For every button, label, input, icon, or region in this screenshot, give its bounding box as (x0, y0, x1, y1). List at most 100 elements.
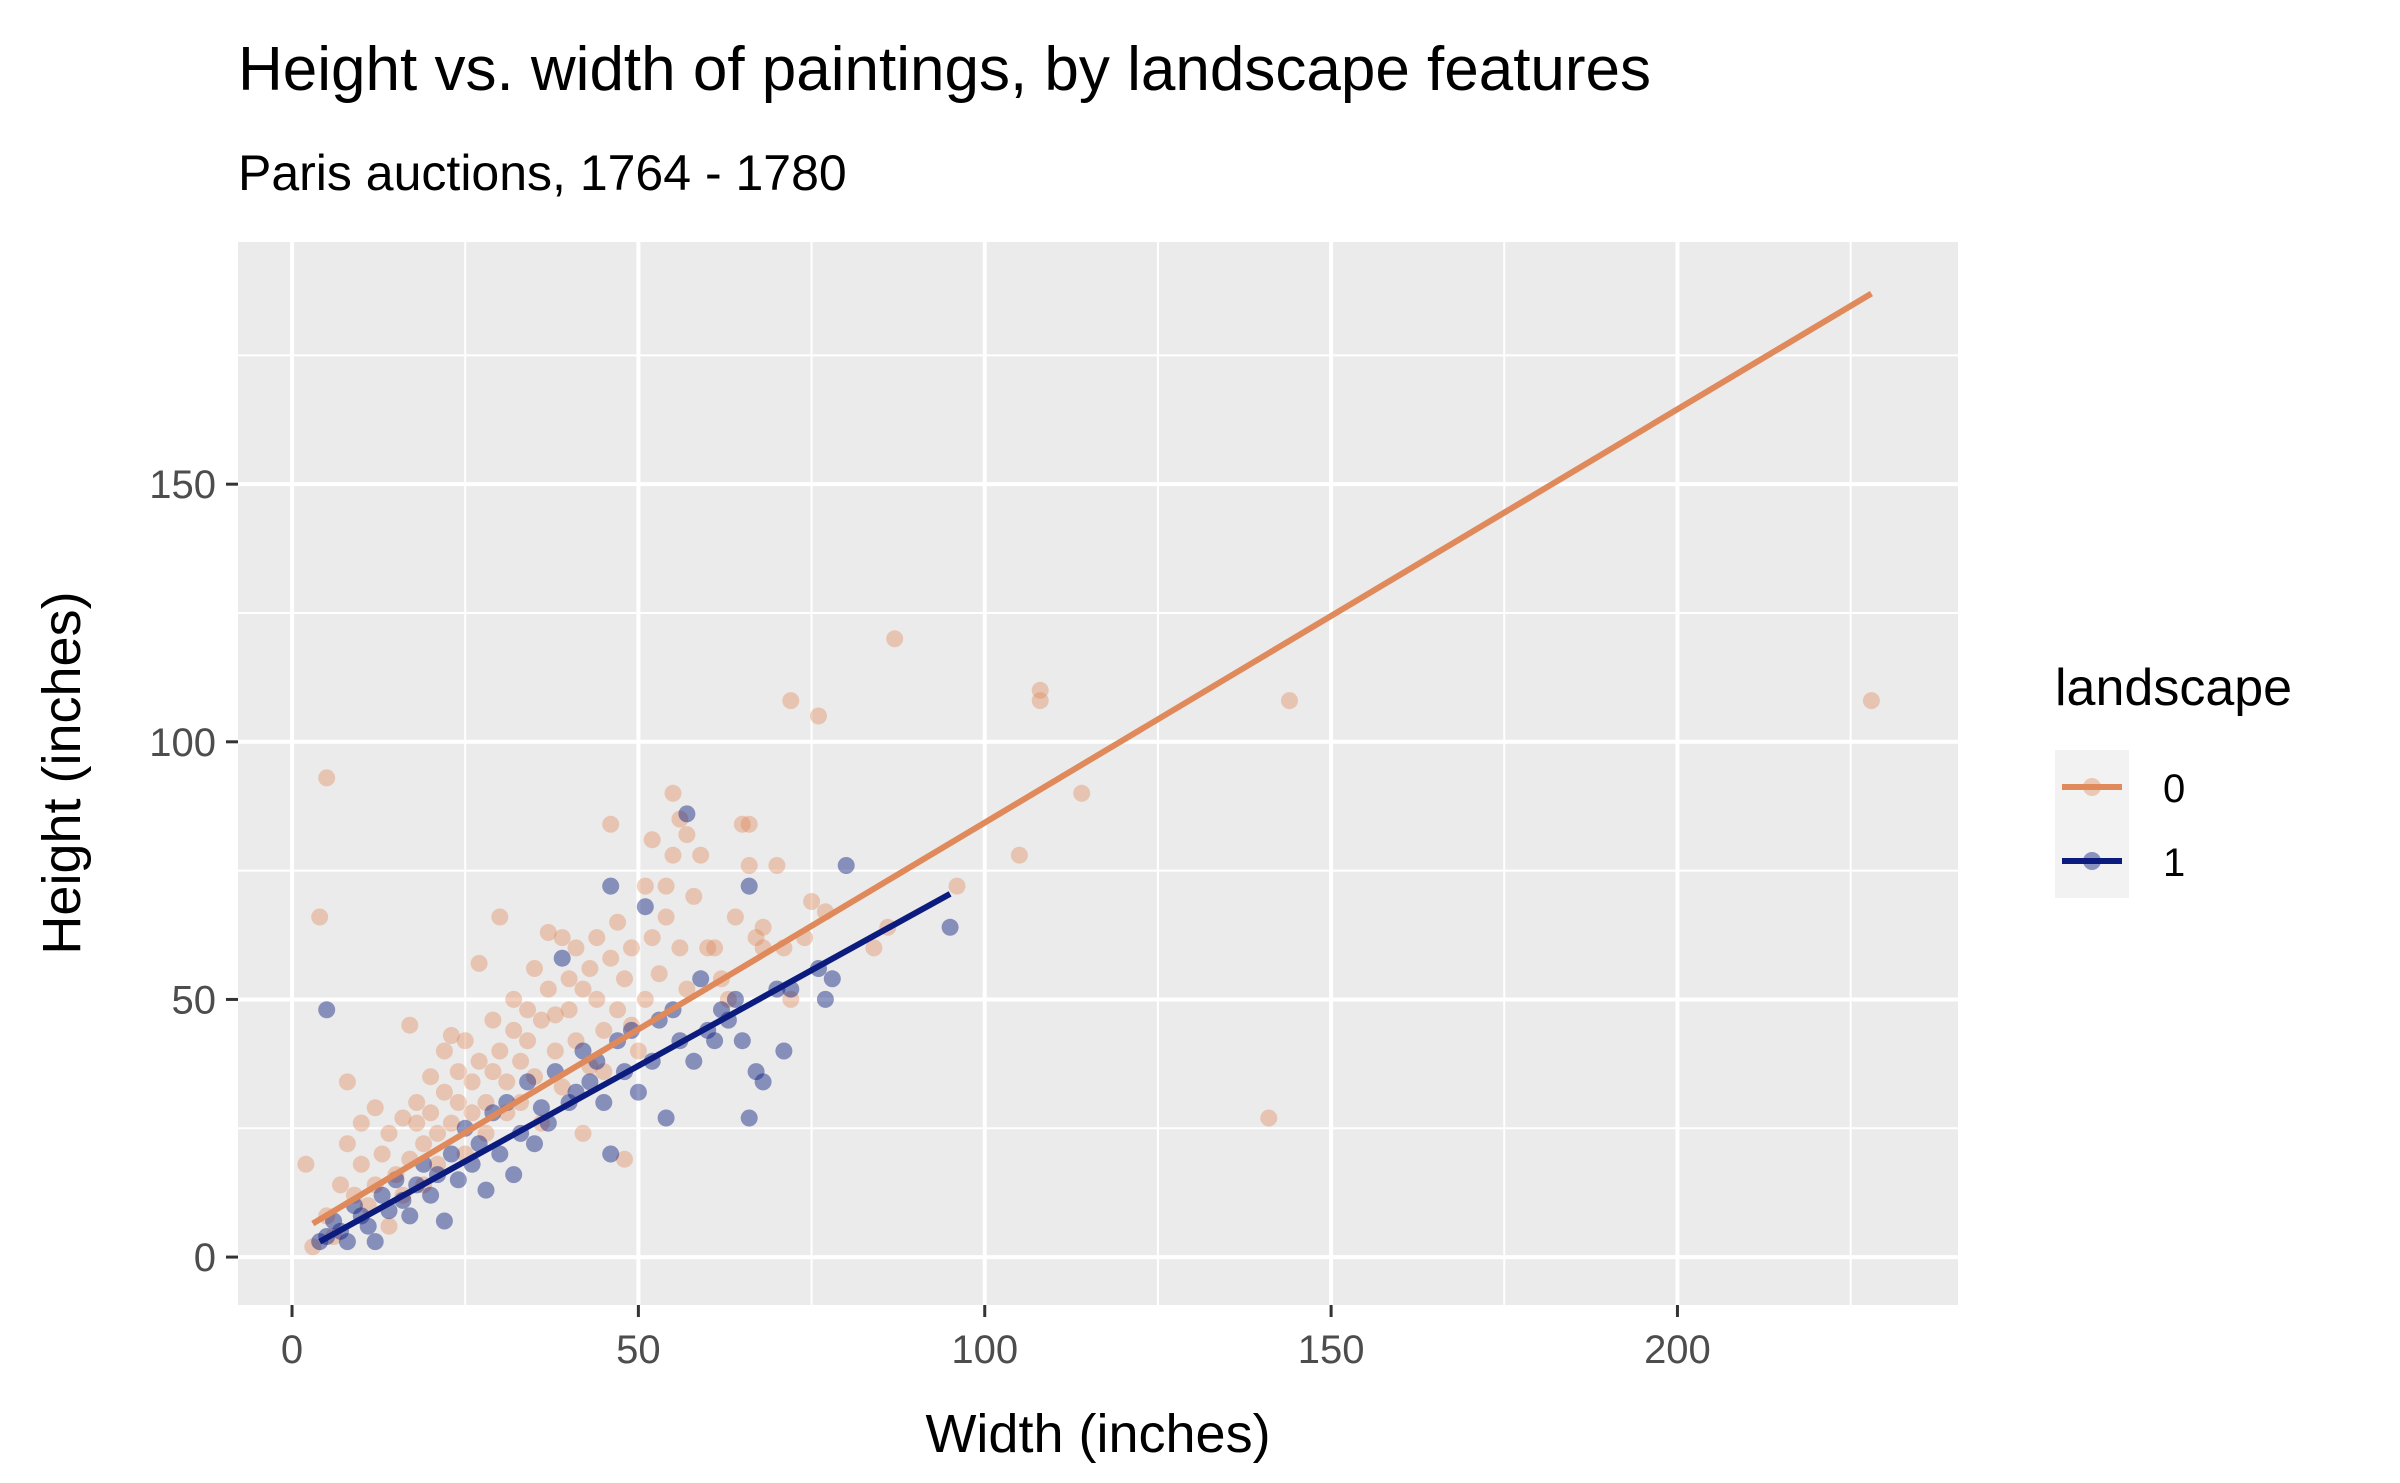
data-point-series-0 (311, 908, 329, 926)
data-point-series-0 (609, 913, 627, 931)
x-tick-label: 200 (1644, 1328, 1711, 1372)
data-point-series-0 (442, 1027, 460, 1044)
legend-title: landscape (2055, 659, 2292, 717)
data-point-series-0 (477, 1094, 495, 1111)
data-point-series-1 (941, 918, 959, 936)
data-point-series-0 (768, 857, 786, 874)
data-point-series-1 (657, 1109, 675, 1127)
data-point-series-0 (740, 857, 758, 874)
data-point-series-1 (602, 1145, 620, 1163)
data-point-series-0 (602, 949, 620, 967)
data-point-series-1 (775, 1042, 793, 1060)
data-point-series-0 (650, 965, 668, 983)
data-point-series-0 (1073, 784, 1091, 802)
data-point-series-0 (456, 1032, 474, 1050)
legend-key-background (2055, 750, 2129, 898)
data-point-series-0 (657, 908, 675, 926)
y-tick-label: 0 (194, 1236, 216, 1280)
data-point-series-1 (532, 1099, 550, 1117)
data-point-series-0 (782, 990, 800, 1008)
data-point-series-1 (754, 1073, 772, 1091)
data-point-series-0 (553, 1078, 571, 1096)
fit-line-series-1 (318, 891, 952, 1245)
x-axis: 0 50 100 150 200 (281, 1305, 1711, 1372)
data-point-series-0 (366, 1099, 384, 1117)
data-point-series-1 (519, 1073, 537, 1091)
data-point-series-0 (588, 929, 606, 947)
data-point-series-0 (394, 1109, 412, 1127)
data-point-series-1 (491, 1145, 509, 1163)
data-point-series-0 (546, 1042, 564, 1060)
data-point-series-0 (747, 929, 765, 947)
fit-lines (311, 290, 1873, 1245)
data-point-series-0 (810, 707, 827, 725)
data-point-series-0 (865, 939, 883, 957)
data-point-series-1 (442, 1145, 460, 1163)
grid-minor (238, 242, 1958, 1305)
data-point-series-0 (1031, 692, 1049, 710)
data-point-series-1 (401, 1207, 419, 1225)
data-point-series-0 (1260, 1109, 1278, 1127)
data-point-series-1 (422, 1186, 440, 1204)
chart-subtitle: Paris auctions, 1764 - 1780 (238, 145, 847, 201)
data-point-series-1 (338, 1233, 356, 1251)
data-point-series-0 (692, 846, 710, 864)
data-point-series-1 (595, 1094, 613, 1111)
data-point-series-0 (1010, 846, 1028, 864)
x-tick-label: 0 (281, 1328, 303, 1372)
data-point-series-0 (1281, 692, 1298, 710)
data-point-series-0 (560, 1001, 578, 1019)
data-point-series-0 (733, 815, 751, 833)
series-0-points (297, 630, 1880, 1256)
data-point-series-0 (678, 826, 696, 844)
data-point-series-1 (706, 1032, 724, 1050)
data-point-series-0 (422, 1068, 440, 1086)
x-tick-label: 50 (616, 1328, 661, 1372)
data-point-series-0 (491, 908, 509, 926)
data-point-series-0 (664, 846, 682, 864)
data-point-series-0 (726, 908, 744, 926)
data-point-series-1 (685, 1052, 703, 1070)
data-point-series-0 (553, 929, 571, 947)
data-point-series-0 (602, 815, 620, 833)
data-point-series-0 (470, 954, 488, 972)
data-point-series-0 (636, 990, 654, 1008)
data-point-series-0 (595, 1021, 613, 1039)
data-point-series-1 (692, 970, 710, 988)
data-point-series-0 (415, 1135, 433, 1153)
data-point-series-0 (671, 810, 689, 828)
data-point-series-1 (726, 990, 744, 1008)
data-point-series-0 (623, 939, 640, 957)
data-point-series-1 (366, 1233, 384, 1251)
x-axis-title: Width (inches) (925, 1404, 1270, 1464)
legend-key-0-point (2083, 778, 2101, 796)
data-point-series-1 (747, 1063, 765, 1081)
data-point-series-0 (332, 1176, 349, 1194)
data-point-series-0 (352, 1114, 370, 1132)
data-point-series-0 (532, 1011, 550, 1029)
data-point-series-0 (505, 990, 523, 1008)
data-point-series-0 (706, 939, 724, 957)
data-point-series-0 (886, 630, 904, 648)
data-point-series-1 (713, 1001, 730, 1019)
data-point-series-1 (526, 1135, 543, 1153)
y-axis-title: Height (inches) (32, 591, 92, 954)
data-point-series-0 (629, 1042, 647, 1060)
data-point-series-0 (719, 990, 737, 1008)
data-point-series-0 (948, 877, 966, 895)
data-point-series-0 (442, 1114, 460, 1132)
data-point-series-0 (519, 1001, 537, 1019)
data-point-series-0 (567, 939, 585, 957)
data-point-series-0 (609, 1001, 627, 1019)
data-point-series-0 (429, 1124, 446, 1142)
data-point-series-0 (595, 1063, 613, 1081)
legend-key-1-point (2083, 852, 2101, 870)
data-point-series-0 (380, 1124, 398, 1142)
data-point-series-1 (477, 1181, 495, 1199)
data-point-series-0 (477, 1124, 495, 1142)
data-point-series-1 (678, 805, 696, 823)
data-point-series-0 (463, 1104, 481, 1122)
data-point-series-1 (373, 1186, 391, 1204)
data-point-series-0 (740, 815, 758, 833)
